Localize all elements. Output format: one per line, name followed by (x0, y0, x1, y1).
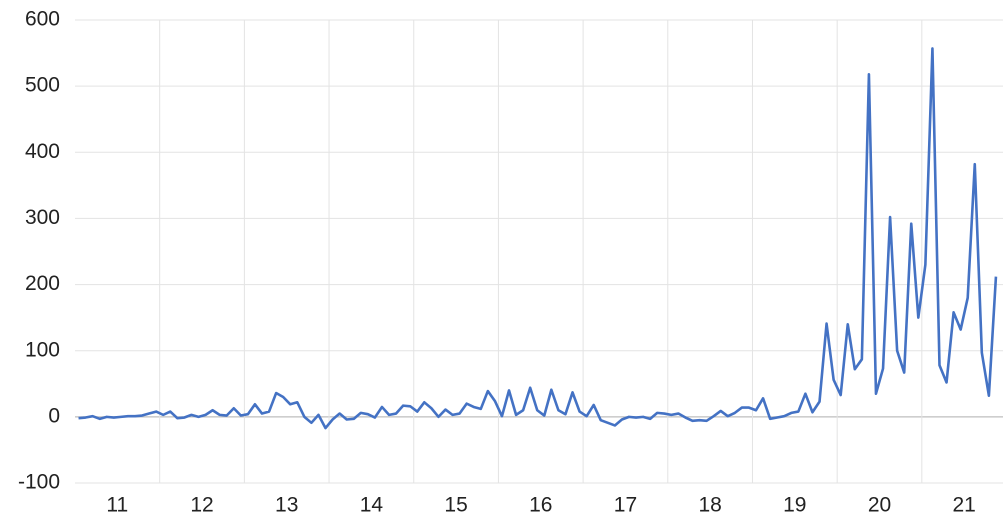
x-tick-label: 14 (360, 494, 384, 517)
x-tick-label: 21 (953, 494, 976, 517)
y-tick-label: 400 (25, 140, 60, 163)
y-tick-label: 600 (25, 8, 60, 31)
x-tick-label: 17 (614, 494, 637, 517)
x-tick-label: 11 (106, 494, 128, 517)
y-tick-label: 200 (25, 272, 60, 295)
y-tick-label: 100 (25, 338, 60, 361)
y-tick-label: 300 (25, 206, 60, 229)
x-tick-label: 13 (275, 494, 298, 517)
y-tick-label: 500 (25, 74, 60, 97)
x-tick-label: 16 (529, 494, 552, 517)
x-tick-label: 20 (868, 494, 891, 517)
x-tick-label: 15 (444, 494, 467, 517)
y-tick-label: -100 (18, 471, 60, 494)
x-tick-label: 18 (698, 494, 721, 517)
y-tick-label: 0 (48, 404, 60, 427)
x-tick-label: 12 (190, 494, 213, 517)
data-line (78, 47, 998, 430)
x-tick-label: 19 (783, 494, 806, 517)
